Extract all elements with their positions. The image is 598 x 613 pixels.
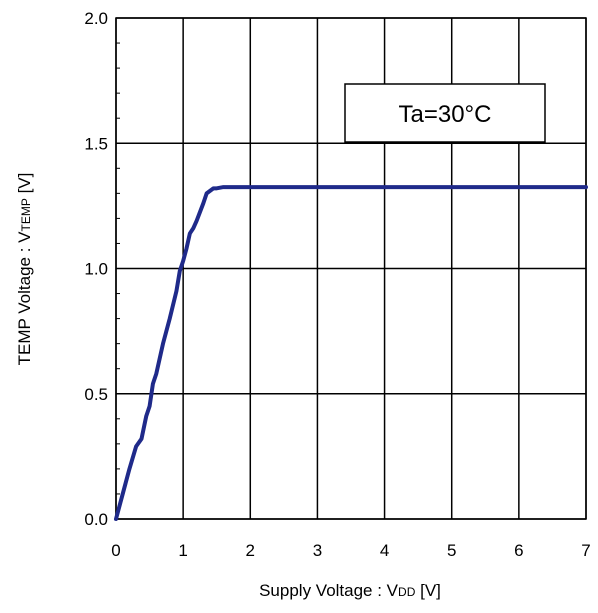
y-axis-label-unit: [V]	[15, 173, 34, 199]
x-axis-label-main: Supply Voltage : V	[259, 581, 399, 600]
y-axis-label: TEMP Voltage : VTEMP [V]	[15, 173, 34, 366]
y-tick-label-4: 2.0	[84, 9, 108, 28]
y-tick-label-1: 0.5	[84, 385, 108, 404]
y-axis-label-main: TEMP Voltage : V	[15, 231, 34, 366]
x-tick-labels: 0 1 2 3 4 5 6 7	[111, 541, 590, 560]
x-axis-label: Supply Voltage : VDD [V]	[259, 581, 441, 600]
x-tick-label-6: 6	[514, 541, 523, 560]
y-axis-label-sub: TEMP	[19, 198, 33, 231]
annotation-text: Ta=30°C	[399, 101, 492, 128]
x-tick-label-1: 1	[178, 541, 187, 560]
annotation-box	[344, 83, 546, 143]
x-tick-label-0: 0	[111, 541, 120, 560]
y-tick-label-2: 1.0	[84, 260, 108, 279]
x-tick-label-2: 2	[246, 541, 255, 560]
plot-frame	[115, 17, 587, 520]
x-axis-label-sub: DD	[398, 585, 416, 599]
x-tick-label-7: 7	[581, 541, 590, 560]
series-layer	[114, 185, 588, 521]
y-tick-labels: 0.0 0.5 1.0 1.5 2.0	[84, 9, 108, 529]
y-tick-label-0: 0.0	[84, 510, 108, 529]
y-tick-label-3: 1.5	[84, 134, 108, 153]
x-axis-label-unit: [V]	[415, 581, 441, 600]
x-tick-label-3: 3	[313, 541, 322, 560]
x-tick-label-4: 4	[380, 541, 389, 560]
x-tick-label-5: 5	[447, 541, 456, 560]
series-line-0	[114, 185, 588, 521]
